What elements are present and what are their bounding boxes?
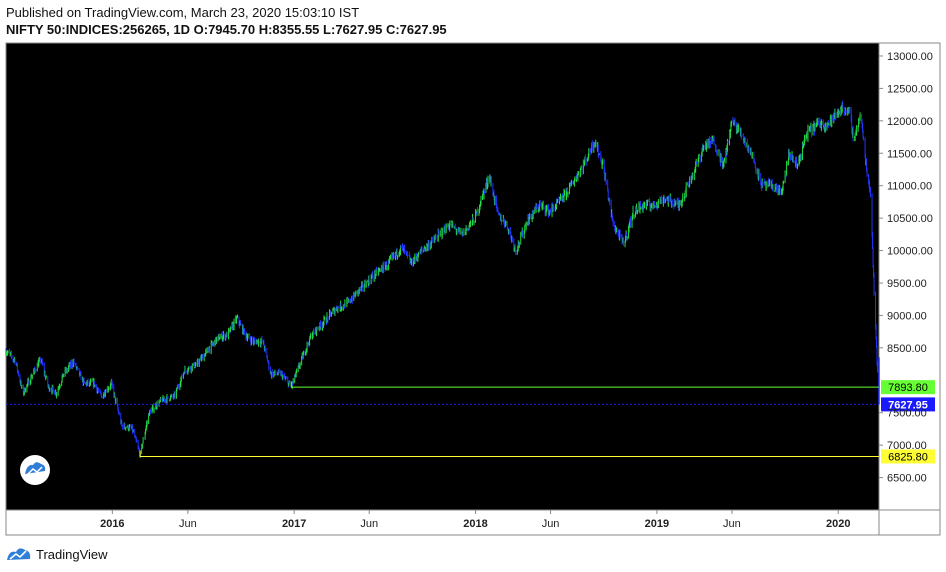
x-tick-label: Jun	[179, 518, 197, 530]
y-tick-label: 11000.00	[887, 181, 932, 193]
x-tick-label: 2019	[645, 518, 669, 530]
ohlc-low-label: L:	[323, 22, 336, 37]
y-tick-label: 9000.00	[887, 310, 927, 322]
y-tick-label: 12500.00	[887, 83, 933, 95]
levels-layer: 7893.80 7627.95 6825.80	[6, 380, 935, 464]
plot-frame	[5, 42, 941, 536]
x-tick-label: Jun	[542, 518, 560, 530]
time-axis[interactable]: 2016 Jun 2017 Jun 2018 Jun 2019 Jun 2020	[100, 510, 850, 530]
published-note: Published on TradingView.com, March 23, …	[6, 5, 360, 20]
ohlc-close-value: 7627.95	[399, 22, 447, 37]
tradingview-watermark-icon	[20, 455, 50, 485]
ohlc-low-value: 7627.95	[335, 22, 383, 37]
ohlc-open-value: 7945.70	[208, 22, 256, 37]
y-tick-label: 13000.00	[887, 51, 933, 63]
y-tick-label: 8500.00	[887, 343, 927, 355]
x-tick-label: 2017	[282, 518, 306, 530]
level-price-tag	[881, 380, 935, 395]
tradingview-logo-icon	[7, 548, 31, 560]
y-tick-label: 10000.00	[887, 246, 933, 258]
symbol-label: NIFTY 50:INDICES:256265, 1D	[6, 22, 190, 37]
symbol-ohlc-line: NIFTY 50:INDICES:256265, 1D O:7945.70 H:…	[6, 22, 447, 37]
x-tick-label: 2018	[463, 518, 487, 530]
ohlc-open-label: O:	[193, 22, 209, 37]
candles-layer	[5, 100, 880, 458]
ohlc-high-value: 8355.55	[272, 22, 320, 37]
x-tick-label: 2016	[100, 518, 124, 530]
y-tick-label: 7500.00	[887, 408, 927, 420]
y-tick-label: 11500.00	[887, 148, 932, 160]
ohlc-close-label: C:	[385, 22, 400, 37]
y-tick-label: 12000.00	[887, 116, 933, 128]
y-tick-label: 6500.00	[887, 473, 927, 485]
level-price-label: 7627.95	[888, 399, 928, 411]
y-tick-label: 9500.00	[887, 278, 927, 290]
y-tick-label: 10500.00	[887, 213, 933, 225]
level-price-label: 7893.80	[888, 382, 928, 394]
level-price-tag	[881, 397, 935, 412]
y-tick-label: 7000.00	[887, 440, 927, 452]
level-price-label: 6825.80	[888, 451, 928, 463]
ohlc-high-label: H:	[258, 22, 273, 37]
price-axis[interactable]: 13000.00 12500.00 12000.00 11500.00 11000.00…	[879, 51, 933, 485]
footer-brand[interactable]: TradingView	[6, 545, 108, 563]
footer-brand-label: TradingView	[36, 546, 108, 562]
x-tick-label: Jun	[723, 518, 741, 530]
x-tick-label: Jun	[360, 518, 378, 530]
x-tick-label: 2020	[826, 518, 850, 530]
level-price-tag	[881, 449, 935, 464]
